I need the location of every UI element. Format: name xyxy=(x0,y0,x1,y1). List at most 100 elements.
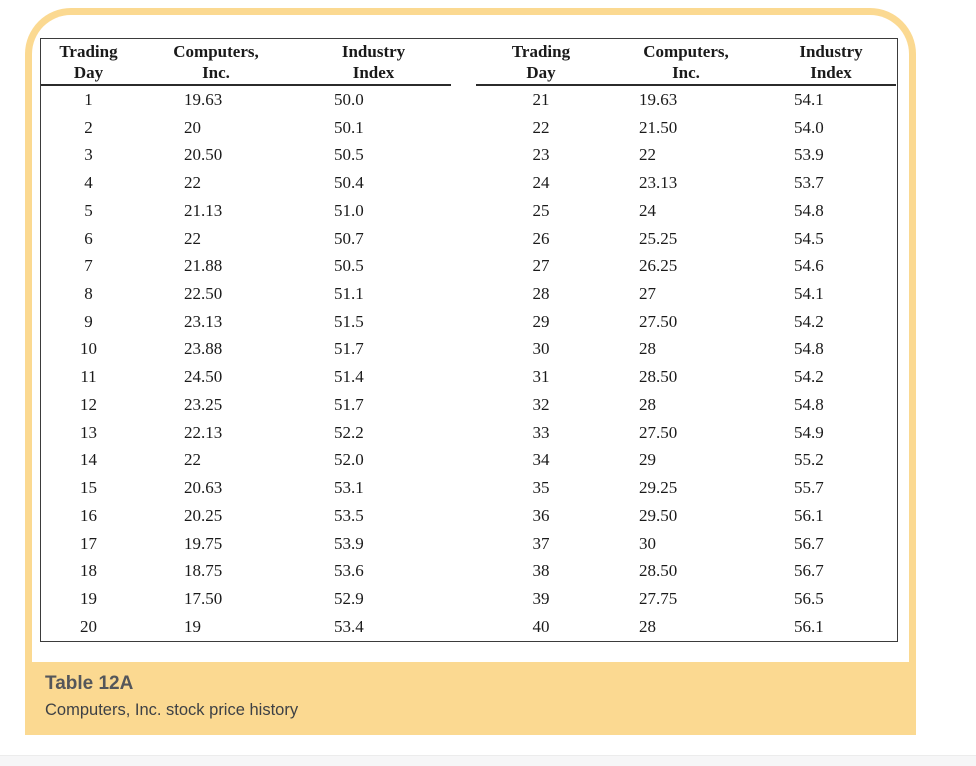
cell-computers-inc: 23.13 xyxy=(639,173,678,193)
cell-trading-day: 26 xyxy=(532,228,550,248)
cell-trading-day: 22 xyxy=(532,117,550,137)
cell-trading-day: 27 xyxy=(532,256,550,276)
cell-trading-day: 7 xyxy=(84,256,93,276)
table-card: Trading Day Computers, Inc. Industry Ind… xyxy=(25,8,916,735)
column-header-industry-index: Industry Index xyxy=(296,39,451,86)
table-row: 37 30 56.7 xyxy=(476,530,896,558)
cell-trading-day: 37 xyxy=(532,533,550,553)
table-row: 6 22 50.7 xyxy=(41,225,451,253)
table-row: 10 23.88 51.7 xyxy=(41,336,451,364)
cell-computers-inc: 22 xyxy=(184,228,201,248)
cell-industry-index: 51.5 xyxy=(334,311,364,331)
cell-industry-index: 54.8 xyxy=(794,339,824,359)
cell-industry-index: 55.2 xyxy=(794,450,824,470)
table-row: 29 27.50 54.2 xyxy=(476,308,896,336)
cell-industry-index: 56.1 xyxy=(794,505,824,525)
table-row: 16 20.25 53.5 xyxy=(41,502,451,530)
cell-trading-day: 6 xyxy=(84,228,93,248)
table-row: 9 23.13 51.5 xyxy=(41,308,451,336)
cell-computers-inc: 30 xyxy=(639,533,656,553)
cell-trading-day: 39 xyxy=(532,589,550,609)
cell-industry-index: 50.5 xyxy=(334,145,364,165)
cell-trading-day: 1 xyxy=(84,89,93,109)
cell-trading-day: 34 xyxy=(532,450,550,470)
cell-trading-day: 17 xyxy=(80,533,97,553)
header-line: Day xyxy=(526,62,556,82)
header-line: Computers, xyxy=(173,41,259,61)
cell-computers-inc: 23.13 xyxy=(184,311,223,331)
cell-computers-inc: 19.75 xyxy=(184,533,223,553)
cell-computers-inc: 28 xyxy=(639,339,656,359)
cell-trading-day: 19 xyxy=(80,589,97,609)
cell-computers-inc: 18.75 xyxy=(184,561,223,581)
cell-industry-index: 53.7 xyxy=(794,173,824,193)
cell-industry-index: 50.7 xyxy=(334,228,364,248)
cell-computers-inc: 24 xyxy=(639,200,656,220)
cell-industry-index: 53.5 xyxy=(334,505,364,525)
cell-computers-inc: 27.75 xyxy=(639,589,678,609)
cell-trading-day: 12 xyxy=(80,394,97,414)
cell-trading-day: 14 xyxy=(80,450,97,470)
cell-trading-day: 9 xyxy=(84,311,93,331)
cell-computers-inc: 27 xyxy=(639,284,656,304)
header-line: Inc. xyxy=(672,62,700,82)
cell-industry-index: 50.1 xyxy=(334,117,364,137)
header-line: Computers, xyxy=(643,41,729,61)
cell-trading-day: 29 xyxy=(532,311,550,331)
cell-trading-day: 35 xyxy=(532,478,550,498)
cell-computers-inc: 20 xyxy=(184,117,201,137)
column-header-trading-day: Trading Day xyxy=(476,39,606,86)
header-line: Day xyxy=(73,62,104,82)
table-row: 13 22.13 52.2 xyxy=(41,419,451,447)
cell-trading-day: 24 xyxy=(532,173,550,193)
table-row: 33 27.50 54.9 xyxy=(476,419,896,447)
table-row: 15 20.63 53.1 xyxy=(41,474,451,502)
header-row: Trading Day Computers, Inc. Industry Ind… xyxy=(476,39,896,86)
cell-computers-inc: 20.50 xyxy=(184,145,223,165)
cell-computers-inc: 23.25 xyxy=(184,394,223,414)
table-row: 14 22 52.0 xyxy=(41,447,451,475)
cell-industry-index: 52.0 xyxy=(334,450,364,470)
cell-computers-inc: 22 xyxy=(184,450,201,470)
cell-industry-index: 50.0 xyxy=(334,89,364,109)
cell-trading-day: 31 xyxy=(532,367,550,387)
table-row: 1 19.63 50.0 xyxy=(41,85,451,114)
cell-computers-inc: 29 xyxy=(639,450,656,470)
cell-computers-inc: 21.50 xyxy=(639,117,678,137)
header-line: Trading xyxy=(59,41,118,61)
cell-industry-index: 53.6 xyxy=(334,561,364,581)
table-row: 20 19 53.4 xyxy=(41,613,451,641)
cell-trading-day: 36 xyxy=(532,505,550,525)
cell-trading-day: 23 xyxy=(532,145,550,165)
cell-industry-index: 51.7 xyxy=(334,394,364,414)
cell-trading-day: 2 xyxy=(84,117,93,137)
cell-industry-index: 54.8 xyxy=(794,394,824,414)
cell-trading-day: 32 xyxy=(532,394,550,414)
cell-computers-inc: 22 xyxy=(184,173,201,193)
column-header-computers-inc: Computers, Inc. xyxy=(606,39,766,86)
cell-trading-day: 25 xyxy=(532,200,550,220)
cell-industry-index: 56.5 xyxy=(794,589,824,609)
column-header-computers-inc: Computers, Inc. xyxy=(136,39,296,86)
table-row: 22 21.50 54.0 xyxy=(476,114,896,142)
cell-computers-inc: 20.63 xyxy=(184,478,223,498)
page-bottom-divider xyxy=(0,755,976,766)
cell-industry-index: 55.7 xyxy=(794,478,824,498)
table-row: 3 20.50 50.5 xyxy=(41,141,451,169)
header-line: Industry xyxy=(341,41,406,61)
cell-computers-inc: 27.50 xyxy=(639,422,678,442)
cell-industry-index: 54.0 xyxy=(794,117,824,137)
cell-trading-day: 5 xyxy=(84,200,93,220)
table-row: 25 24 54.8 xyxy=(476,197,896,225)
table-row: 18 18.75 53.6 xyxy=(41,558,451,586)
cell-trading-day: 33 xyxy=(532,422,550,442)
cell-computers-inc: 19.63 xyxy=(639,89,678,109)
table-row: 12 23.25 51.7 xyxy=(41,391,451,419)
cell-industry-index: 56.7 xyxy=(794,533,824,553)
table-row: 7 21.88 50.5 xyxy=(41,252,451,280)
table-row: 32 28 54.8 xyxy=(476,391,896,419)
cell-industry-index: 53.9 xyxy=(794,145,824,165)
cell-industry-index: 56.7 xyxy=(794,561,824,581)
cell-trading-day: 16 xyxy=(80,505,97,525)
cell-computers-inc: 28 xyxy=(639,616,656,636)
